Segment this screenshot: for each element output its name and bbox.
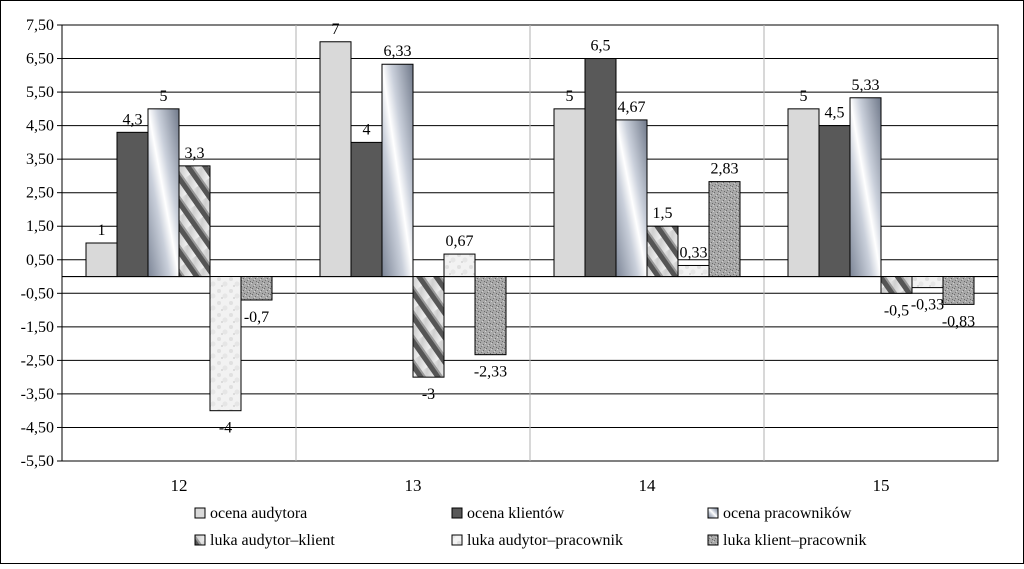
data-label: 3,3 xyxy=(185,145,205,162)
data-label: 4 xyxy=(363,121,371,138)
legend-swatch xyxy=(707,507,719,519)
y-tick-label: -1,50 xyxy=(21,319,54,336)
bar-ocena-audytora-12 xyxy=(85,242,118,278)
data-label: 5 xyxy=(160,88,168,105)
bar-ocena-audytora-14 xyxy=(553,108,586,278)
bar-luka-audytor-pracownik-15 xyxy=(911,276,944,289)
data-label: 6,5 xyxy=(591,38,611,55)
data-label: 4,67 xyxy=(618,99,646,116)
bar-luka-audytor-klient-14 xyxy=(646,225,679,278)
legend-label: ocena klientów xyxy=(467,505,565,522)
bar-ocena-pracownik-w-15 xyxy=(849,97,882,278)
data-label: 6,33 xyxy=(384,43,412,60)
y-tick-label: -5,50 xyxy=(21,453,54,470)
bar-luka-audytor-pracownik-14 xyxy=(677,264,710,278)
y-tick-label: -0,50 xyxy=(21,285,54,302)
data-label: -3 xyxy=(422,386,435,403)
data-label: 7 xyxy=(332,21,340,38)
x-category-label: 13 xyxy=(405,476,422,495)
bar-ocena-pracownik-w-13 xyxy=(381,63,414,278)
legend-swatch xyxy=(194,534,206,546)
y-tick-label: 4,50 xyxy=(26,118,54,135)
legend-swatch xyxy=(451,507,463,519)
data-label: -4 xyxy=(219,420,232,437)
y-tick-label: -2,50 xyxy=(21,352,54,369)
x-category-label: 14 xyxy=(639,476,657,495)
y-tick-label: 6,50 xyxy=(26,51,54,68)
bar-ocena-klient-w-15 xyxy=(818,125,851,278)
legend: ocena audytora ocena klientów ocena pracow… xyxy=(194,505,867,549)
bar-luka-audytor-pracownik-12 xyxy=(209,276,242,412)
data-label: 1 xyxy=(98,222,106,239)
data-label: -0,83 xyxy=(942,313,975,330)
data-label: 4,3 xyxy=(123,111,143,128)
data-label: 5 xyxy=(800,88,808,105)
legend-label: luka audytor–klient xyxy=(210,532,335,549)
legend-label: luka audytor–pracownik xyxy=(467,532,623,549)
bar-ocena-audytora-13 xyxy=(319,41,352,278)
bar-luka-audytor-klient-15 xyxy=(880,276,913,294)
y-tick-label: -4,50 xyxy=(21,419,54,436)
legend-swatch xyxy=(451,534,463,546)
y-tick-label: -3,50 xyxy=(21,386,54,403)
legend-label: luka klient–pracownik xyxy=(723,532,867,549)
bar-luka-klient-pracownik-13 xyxy=(474,276,507,356)
data-label: 5,33 xyxy=(852,77,880,94)
y-tick-label: 2,50 xyxy=(26,185,54,202)
data-label: 0,67 xyxy=(446,233,474,250)
y-tick-label: 7,50 xyxy=(26,17,54,34)
bar-ocena-klient-w-14 xyxy=(584,58,617,278)
data-label: 1,5 xyxy=(653,205,673,222)
legend-swatch xyxy=(194,507,206,519)
data-label: 2,83 xyxy=(711,161,739,178)
bar-ocena-klient-w-12 xyxy=(116,131,149,278)
bar-ocena-pracownik-w-14 xyxy=(615,119,648,278)
y-axis-ticks: 7,50 6,50 5,50 4,50 3,50 2,50 1,50 0,50 -0,50 -1,… xyxy=(21,17,54,470)
bar-ocena-audytora-15 xyxy=(787,108,820,278)
y-tick-label: 5,50 xyxy=(26,84,54,101)
bar-luka-audytor-klient-13 xyxy=(412,276,445,378)
legend-swatch xyxy=(707,534,719,546)
data-label: -2,33 xyxy=(474,364,507,381)
data-label: -0,5 xyxy=(884,302,909,319)
bars xyxy=(85,41,975,412)
bar-ocena-klient-w-13 xyxy=(350,141,383,278)
y-tick-label: 3,50 xyxy=(26,151,54,168)
bar-luka-audytor-pracownik-13 xyxy=(443,253,476,278)
y-tick-label: 0,50 xyxy=(26,252,54,269)
bar-luka-klient-pracownik-14 xyxy=(708,181,741,278)
x-axis-categories: 12 13 14 15 xyxy=(171,476,890,495)
data-label: 5 xyxy=(566,88,574,105)
legend-label: ocena pracowników xyxy=(723,505,852,522)
data-labels: 175 54,346,54,556,334,675,333,3-31,5-0,5-… xyxy=(98,21,976,437)
data-label: -0,33 xyxy=(911,297,944,314)
data-label: 4,5 xyxy=(825,105,845,122)
y-tick-label: 1,50 xyxy=(26,218,54,235)
legend-label: ocena audytora xyxy=(210,505,307,522)
x-category-label: 15 xyxy=(873,476,890,495)
x-category-label: 12 xyxy=(171,476,188,495)
bar-ocena-pracownik-w-12 xyxy=(147,108,180,278)
data-label: -0,7 xyxy=(244,309,269,326)
data-label: 0,33 xyxy=(680,244,708,261)
bar-luka-audytor-klient-12 xyxy=(178,165,211,278)
bar-luka-klient-pracownik-15 xyxy=(942,276,975,305)
bar-luka-klient-pracownik-12 xyxy=(240,276,273,301)
